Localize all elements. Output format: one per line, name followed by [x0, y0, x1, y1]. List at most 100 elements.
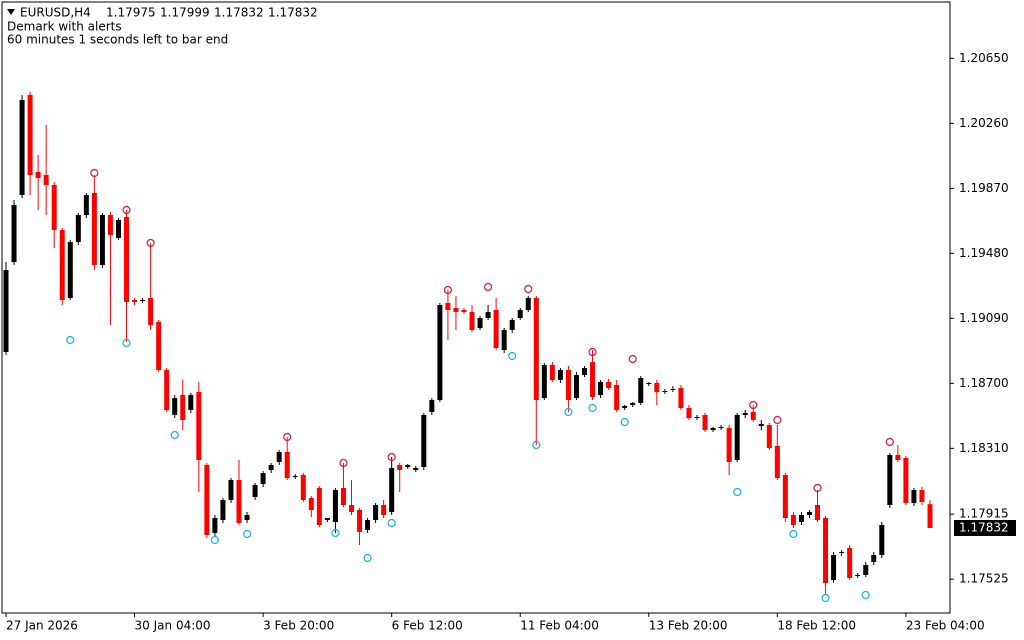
candle-body [429, 400, 435, 412]
candle-body [332, 490, 338, 522]
candle-body [670, 389, 676, 390]
candle-body [3, 270, 9, 352]
candle-body [694, 417, 700, 418]
candle-body [686, 408, 692, 418]
x-tick-label: 13 Feb 20:00 [649, 619, 728, 633]
candle-body [244, 515, 250, 520]
ohlc-low: 1.17832 [214, 6, 264, 20]
candle-body [381, 505, 387, 515]
candle-body [204, 465, 210, 535]
signal-marker [387, 518, 396, 528]
candle-body [485, 312, 491, 318]
candle-body [614, 385, 620, 410]
candle-body [405, 465, 411, 467]
candle-body [718, 427, 724, 428]
candle-body [316, 488, 322, 525]
candle-body [622, 406, 628, 408]
signal-marker [773, 415, 782, 425]
candle-body [806, 512, 812, 515]
y-tick-label: 1.18700 [959, 376, 1009, 390]
signal-marker [242, 529, 252, 539]
candle-body [790, 515, 796, 525]
candle-body [766, 425, 772, 448]
signal-marker [283, 432, 292, 442]
candle-body [75, 215, 81, 242]
candle-body [590, 362, 596, 397]
candle-body [340, 488, 346, 505]
signal-marker [387, 452, 396, 462]
signal-marker [363, 553, 372, 563]
y-tick-label: 1.20650 [959, 51, 1009, 65]
signal-marker [90, 168, 99, 178]
candle-body [132, 300, 138, 302]
candle-body [389, 468, 395, 512]
signal-marker [508, 351, 517, 361]
y-tick-label: 1.18310 [959, 441, 1009, 455]
candle-body [357, 510, 363, 532]
y-tick-label: 1.19480 [959, 246, 1009, 260]
candle-body [598, 382, 604, 395]
candle-body [148, 298, 154, 325]
candle-body [284, 452, 290, 478]
candle-body [742, 413, 748, 415]
candle-body [630, 403, 636, 405]
indicator-name: Demark with alerts [7, 20, 122, 34]
candle-body [565, 370, 571, 400]
candle-body [140, 300, 146, 301]
candle-body [83, 195, 89, 215]
y-tick-label: 1.20260 [959, 116, 1009, 130]
candle-body [638, 378, 644, 403]
candle-body [236, 480, 242, 523]
candle-body [19, 100, 25, 195]
ohlc-open: 1.17975 [106, 6, 156, 20]
candle-body [678, 388, 684, 408]
candle-body [662, 391, 668, 392]
plot-frame [1, 1, 951, 614]
bar-timer: 60 minutes 1 seconds left to bar end [7, 33, 228, 47]
candle-body [911, 490, 917, 503]
candle-body [437, 305, 443, 400]
candle-body [798, 515, 804, 522]
candle-body [445, 303, 451, 310]
candle-body [654, 383, 660, 392]
candle-body [156, 322, 162, 370]
x-tick-label: 27 Jan 2026 [6, 619, 78, 633]
signal-marker [564, 407, 573, 417]
signal-marker [749, 400, 758, 410]
collapse-arrow[interactable] [7, 9, 15, 15]
signal-marker [122, 338, 131, 348]
signal-marker [122, 205, 131, 215]
y-tick-label: 1.19870 [959, 181, 1009, 195]
candle-body [710, 428, 716, 430]
candle-body [67, 242, 73, 298]
candle-body [646, 383, 652, 384]
candle-body [573, 375, 579, 398]
candle-body [35, 172, 41, 178]
candle-body [477, 318, 483, 328]
x-tick-label: 6 Feb 12:00 [392, 619, 463, 633]
candle-body [373, 505, 379, 520]
signal-marker [813, 483, 822, 493]
signal-marker [821, 593, 830, 603]
candle-body [365, 520, 371, 530]
y-tick-label: 1.19090 [959, 311, 1009, 325]
signal-marker [789, 529, 798, 539]
signal-marker [66, 335, 75, 345]
candle-body [51, 185, 57, 230]
candle-body [59, 230, 65, 300]
candle-body [879, 525, 885, 555]
candle-body [919, 490, 925, 502]
candle-body [99, 215, 105, 265]
signal-marker [532, 440, 541, 450]
candle-body [164, 370, 170, 410]
candle-body [903, 458, 909, 503]
candle-body [469, 312, 475, 330]
x-tick-label: 30 Jan 04:00 [135, 619, 211, 633]
chart-title: EURUSD,H4 [20, 6, 91, 20]
y-tick-label: 1.17915 [959, 507, 1009, 521]
x-tick-label: 11 Feb 04:00 [520, 619, 599, 633]
candle-body [823, 518, 829, 583]
candle-body [188, 395, 194, 410]
candle-body [180, 395, 186, 420]
